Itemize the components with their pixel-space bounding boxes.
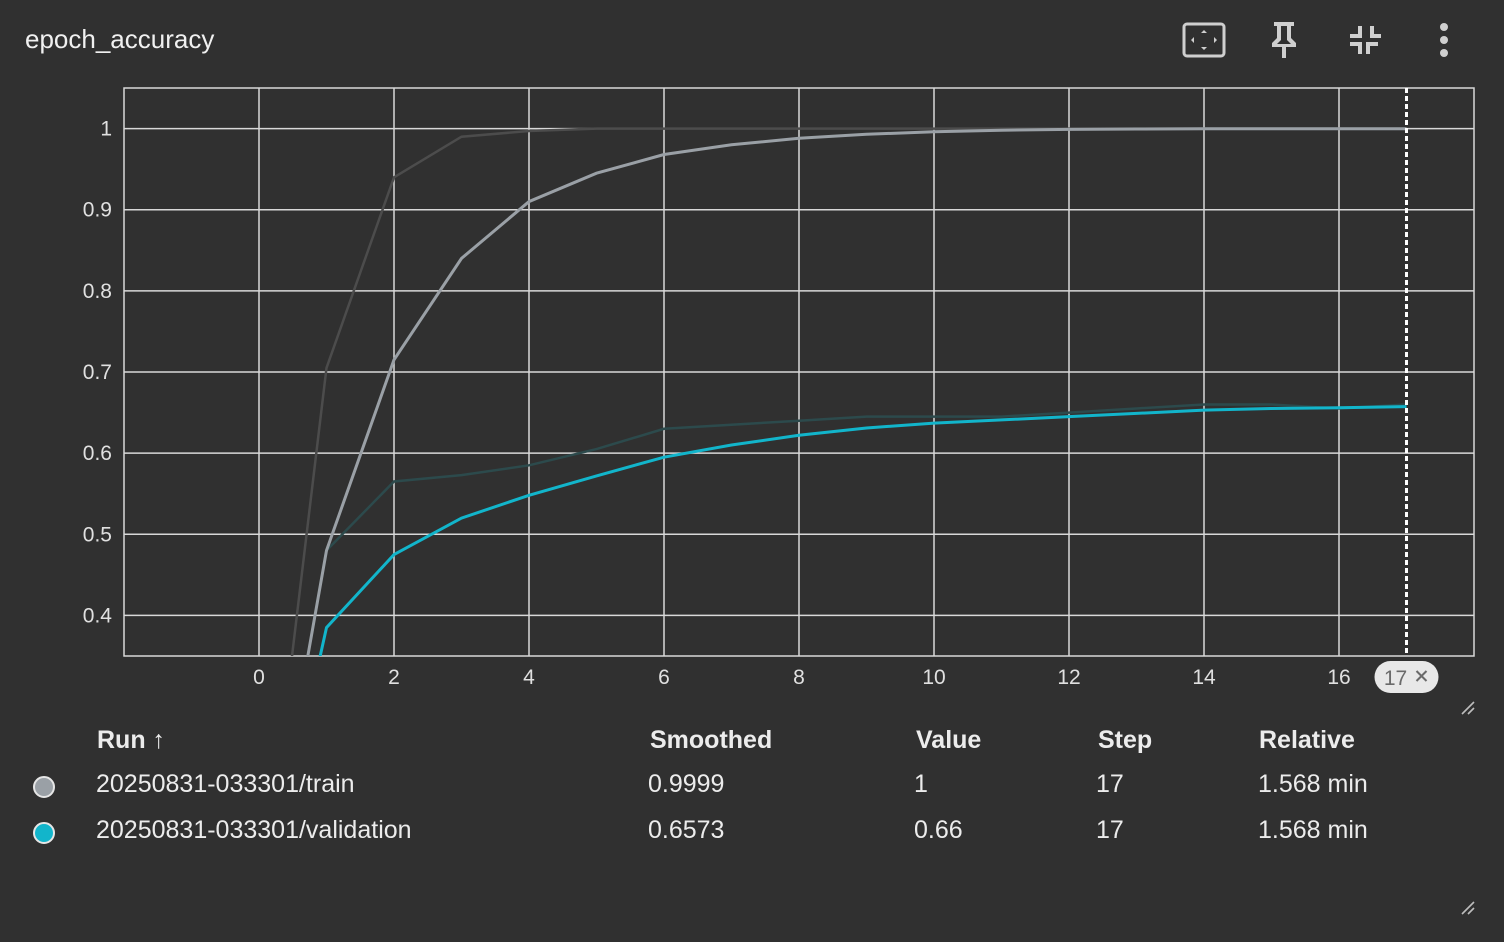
x-tick-label: 6	[658, 666, 670, 689]
chart-title: epoch_accuracy	[25, 24, 215, 54]
y-tick-label: 0.6	[83, 442, 112, 465]
step-value: 17	[1096, 770, 1124, 798]
step-value: 17	[1096, 816, 1124, 844]
run-name: 20250831-033301/validation	[96, 816, 412, 844]
y-tick-label: 0.7	[83, 361, 112, 384]
card-resize-handle-icon[interactable]	[1460, 900, 1476, 916]
x-tick-label: 14	[1192, 666, 1216, 689]
fit-to-screen-button[interactable]	[1164, 18, 1244, 62]
x-tick-label: 2	[388, 666, 400, 689]
chart-grid	[123, 87, 1475, 657]
x-tick-label: 0	[253, 666, 265, 689]
smoothed-series-line	[318, 405, 1407, 656]
smoothed-value: 0.6573	[648, 816, 725, 844]
smoothed-series-layer	[306, 127, 1407, 656]
x-tick-label: 16	[1327, 666, 1350, 689]
smoothed-column-header[interactable]: Smoothed	[650, 726, 773, 754]
relative-column-header[interactable]: Relative	[1259, 726, 1355, 754]
more-options-button[interactable]	[1404, 18, 1484, 62]
collapse-icon	[1350, 26, 1381, 54]
collapse-button[interactable]	[1324, 18, 1404, 62]
more-vert-icon	[1440, 23, 1448, 57]
close-icon[interactable]	[1415, 670, 1428, 682]
line-chart[interactable]: 0 2 4 6 8 10 12 14 16 0.4 0.5 0.6 0.7 0.8 0.9 1 17	[0, 80, 1504, 700]
hover-step-label: 17	[1384, 667, 1407, 690]
table-header-row: Run ↑ Smoothed Value Step Relative	[0, 720, 1504, 764]
run-column-header[interactable]: Run ↑	[97, 726, 166, 754]
relative-time: 1.568 min	[1258, 816, 1368, 844]
raw-value: 0.66	[914, 816, 963, 844]
pin-button[interactable]	[1244, 18, 1324, 62]
table-row: 20250831-033301/validation 0.6573 0.66 1…	[0, 810, 1504, 856]
raw-value: 1	[914, 770, 928, 798]
y-tick-label: 0.8	[83, 280, 112, 303]
x-tick-label: 4	[523, 666, 535, 689]
y-tick-label: 0.9	[83, 199, 112, 222]
run-name: 20250831-033301/train	[96, 770, 355, 798]
axis-labels: 0 2 4 6 8 10 12 14 16 0.4 0.5 0.6 0.7 0.8 0.9 1	[83, 118, 1351, 689]
raw-series-layer	[290, 127, 1407, 656]
x-tick-label: 10	[922, 666, 945, 689]
chart-resize-handle-icon[interactable]	[1460, 700, 1476, 716]
step-column-header[interactable]: Step	[1098, 726, 1153, 754]
hover-step-chip[interactable]: 17	[1374, 661, 1439, 693]
raw-series-line	[290, 127, 1407, 656]
fit-to-screen-icon	[1182, 22, 1226, 58]
value-column-header[interactable]: Value	[916, 726, 982, 754]
y-tick-label: 1	[100, 118, 112, 141]
hover-indicator: 17	[1374, 88, 1439, 693]
raw-series-line	[306, 403, 1407, 656]
series-color-dot	[33, 822, 55, 844]
x-tick-label: 8	[793, 666, 805, 689]
table-row: 20250831-033301/train 0.9999 1 17 1.568 …	[0, 764, 1504, 810]
pin-icon	[1272, 22, 1296, 58]
x-tick-label: 12	[1057, 666, 1080, 689]
smoothed-series-line	[306, 127, 1407, 656]
data-table: Run ↑ Smoothed Value Step Relative 20250…	[0, 720, 1504, 856]
y-tick-label: 0.4	[83, 604, 113, 627]
chart-toolbar	[1164, 18, 1484, 62]
series-color-dot	[33, 776, 55, 798]
relative-time: 1.568 min	[1258, 770, 1368, 798]
y-tick-label: 0.5	[83, 523, 112, 546]
smoothed-value: 0.9999	[648, 770, 725, 798]
